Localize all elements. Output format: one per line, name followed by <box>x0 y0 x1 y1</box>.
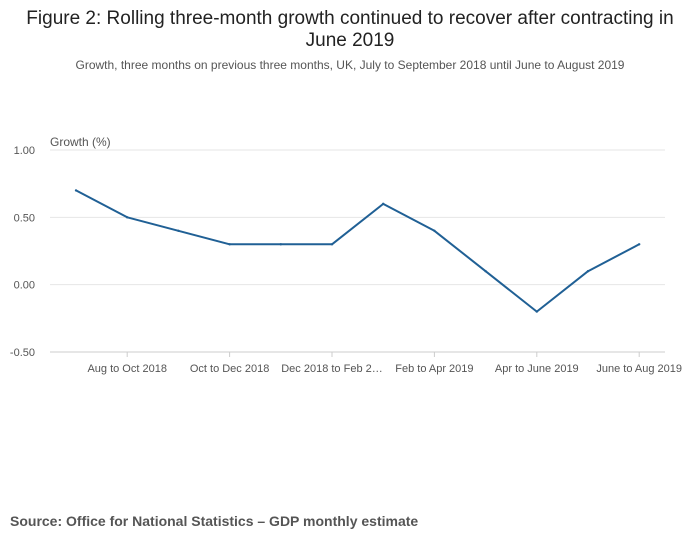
x-tick-label: June to Aug 2019 <box>596 363 682 375</box>
y-axis-ticks: 1.00 0.50 0.00 -0.50 <box>10 145 35 359</box>
x-tick-label: Oct to Dec 2018 <box>190 363 270 375</box>
x-tick-label: Apr to June 2019 <box>495 363 579 375</box>
chart-subtitle: Growth, three months on previous three m… <box>75 58 625 72</box>
gridlines <box>50 149 665 286</box>
data-point <box>279 243 282 246</box>
data-point <box>484 270 487 273</box>
series-layer <box>74 189 641 313</box>
x-tick-label: Dec 2018 to Feb 2… <box>281 363 383 375</box>
y-axis-label: Growth (%) <box>50 135 111 149</box>
data-point <box>586 270 590 273</box>
y-tick-label: 0.00 <box>14 280 35 292</box>
x-tick-label: Feb to Apr 2019 <box>395 363 473 375</box>
data-point <box>126 216 129 219</box>
data-point <box>638 243 641 246</box>
y-tick-label: 0.50 <box>14 212 35 224</box>
data-point <box>535 310 538 313</box>
data-point <box>177 229 180 232</box>
x-tick-label: Aug to Oct 2018 <box>87 363 167 375</box>
series-line <box>75 189 640 313</box>
data-point <box>330 243 334 246</box>
data-point <box>74 189 78 192</box>
source-note: Source: Office for National Statistics –… <box>10 513 419 529</box>
data-point <box>382 202 385 206</box>
chart-title: Figure 2: Rolling three-month growth con… <box>26 8 674 51</box>
data-point <box>228 243 231 246</box>
data-point <box>433 229 436 232</box>
x-axis: Aug to Oct 2018 Oct to Dec 2018 Dec 2018 t… <box>50 351 682 375</box>
y-tick-label: -0.50 <box>10 347 35 359</box>
y-tick-label: 1.00 <box>14 145 35 157</box>
